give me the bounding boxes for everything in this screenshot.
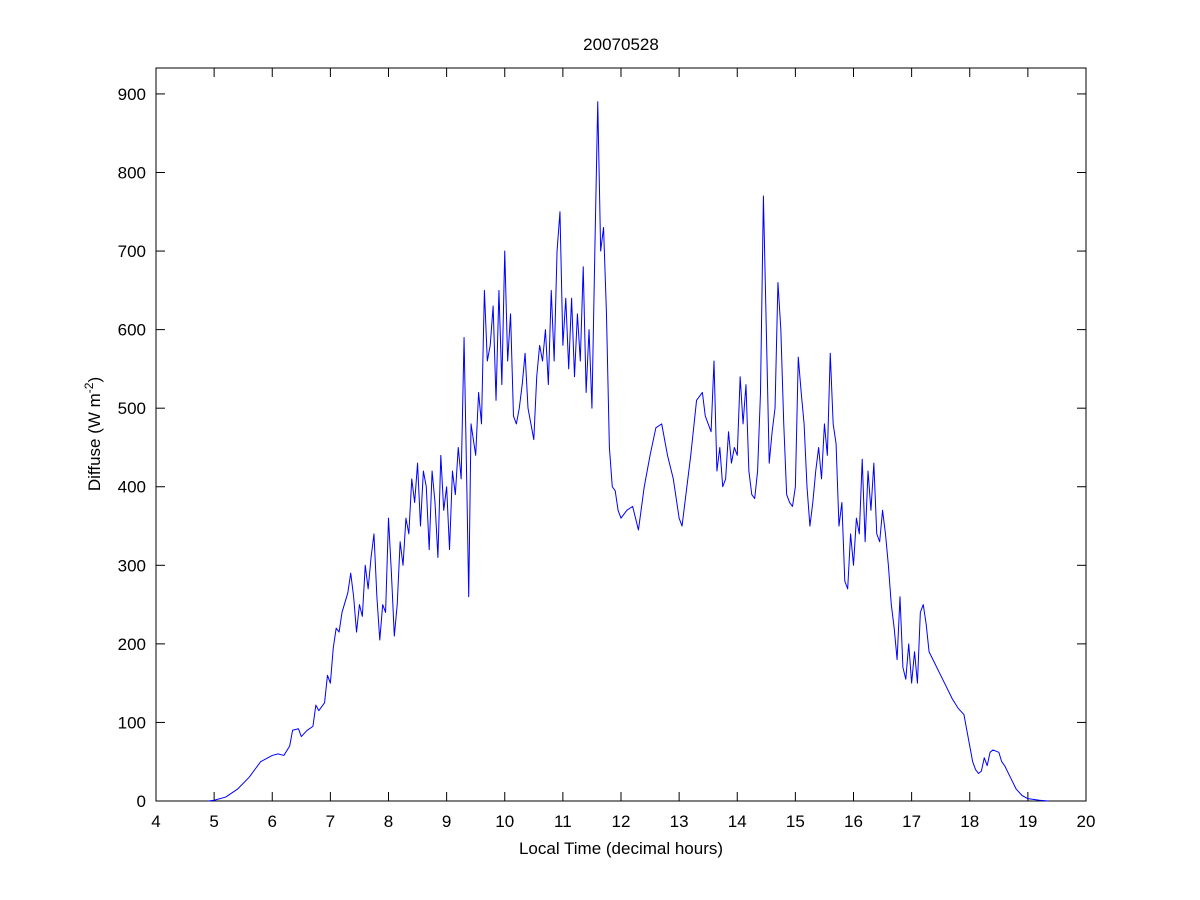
y-tick-label: 200 [118, 635, 146, 654]
axes-box [155, 67, 1087, 802]
y-label-text: Diffuse (W m [85, 393, 104, 491]
x-axis-label: Local Time (decimal hours) [519, 839, 723, 858]
x-tick-label: 13 [670, 812, 689, 831]
y-label-sup: -2 [82, 382, 96, 393]
y-tick-label: 900 [118, 85, 146, 104]
data-line [208, 101, 1049, 802]
y-axis-label: Diffuse (W m-2) [82, 377, 104, 491]
x-tick-label: 14 [728, 812, 747, 831]
y-label-end: ) [85, 377, 104, 383]
x-tick-label: 4 [151, 812, 160, 831]
x-tick-label: 7 [326, 812, 335, 831]
y-tick-label: 300 [118, 556, 146, 575]
x-tick-label: 8 [384, 812, 393, 831]
x-tick-label: 10 [495, 812, 514, 831]
x-tick-label: 11 [554, 812, 572, 831]
x-tick-label: 17 [902, 812, 921, 831]
chart-title: 20070528 [583, 35, 659, 54]
x-tick-label: 5 [209, 812, 218, 831]
x-tick-label: 20 [1077, 812, 1096, 831]
y-tick-label: 700 [118, 242, 146, 261]
y-tick-label: 500 [118, 399, 146, 418]
y-tick-label: 100 [118, 713, 146, 732]
y-tick-label: 400 [118, 478, 146, 497]
x-tick-label: 6 [268, 812, 277, 831]
x-tick-label: 15 [786, 812, 805, 831]
x-tick-label: 16 [844, 812, 863, 831]
y-tick-label: 800 [118, 163, 146, 182]
y-tick-label: 0 [137, 792, 146, 811]
x-tick-label: 9 [442, 812, 451, 831]
x-tick-label: 19 [1018, 812, 1037, 831]
y-tick-label: 600 [118, 321, 146, 340]
x-tick-label: 12 [612, 812, 631, 831]
x-tick-label: 18 [960, 812, 979, 831]
